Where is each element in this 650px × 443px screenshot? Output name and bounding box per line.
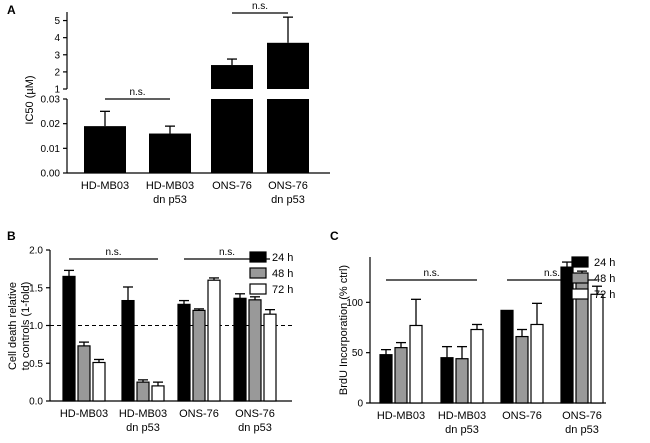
bar-48h-2 [455, 358, 469, 404]
category-label: HD-MB03 [81, 180, 129, 192]
y-tick-label: 0 [357, 399, 363, 410]
y-tick-label: 0.5 [29, 359, 43, 370]
category-label: ONS-76 dn p53 [562, 410, 602, 436]
bar-24h-4 [560, 266, 574, 404]
y-tick-label: 5 [54, 16, 60, 27]
legend-label: 72 h [594, 289, 615, 301]
category-label: HD-MB03 [60, 408, 108, 420]
y-axis-label: Cell death relativeto controls (1-fold) [7, 282, 32, 371]
legend-swatch-48h [249, 267, 267, 279]
y-tick-label: 1 [54, 85, 60, 96]
legend-label: 24 h [594, 257, 615, 269]
bar-4-upper [267, 42, 309, 89]
y-tick-label: 0.03 [41, 95, 61, 106]
bar-72h-4 [590, 293, 604, 404]
bar-72h-4 [263, 313, 277, 402]
bar-72h-3 [530, 323, 544, 404]
y-tick-label: 1.0 [29, 321, 43, 332]
sig-1-label: n.s. [219, 247, 235, 258]
category-label: HD-MB03 dn p53 [146, 180, 194, 206]
y-axis-label: IC50 (µM) [24, 75, 36, 124]
bar-48h-4 [248, 299, 262, 402]
panel-a-label: A [7, 3, 16, 17]
sig-hd-label: n.s. [129, 87, 145, 98]
category-label: ONS-76 [212, 180, 252, 192]
category-label: ONS-76 dn p53 [268, 180, 308, 206]
bar-4-lower [267, 99, 309, 173]
sig-0-label: n.s. [105, 247, 121, 258]
y-tick-label: 50 [352, 348, 364, 359]
bar-24h-2 [440, 357, 454, 404]
y-tick-label: 1.5 [29, 283, 43, 294]
legend-label: 72 h [272, 284, 293, 296]
y-tick-label: 0.00 [41, 169, 61, 180]
panel-b-label: B [7, 229, 16, 243]
legend-label: 24 h [272, 252, 293, 264]
bar-72h-1 [409, 324, 423, 404]
legend-swatch-48h [571, 272, 589, 284]
bar-3-upper [211, 65, 253, 89]
y-tick-label: 100 [346, 298, 363, 309]
panel-c-label: C [330, 229, 339, 243]
bar-48h-1 [394, 347, 408, 404]
bar-48h-3 [192, 309, 206, 402]
panel-a-chart: 0.00 0.01 0.02 0.031 2 3 4 5 IC50 (µM) HD-MB03 HD-… [24, 1, 330, 206]
category-label: ONS-76 [179, 408, 219, 420]
bar-24h-2 [121, 299, 135, 402]
bar-72h-2 [151, 385, 165, 402]
y-tick-label: 4 [54, 33, 60, 44]
bar-48h-1 [77, 345, 91, 402]
y-tick-label: 2 [54, 67, 60, 78]
bar-3-lower [211, 99, 253, 173]
sig-1-label: n.s. [544, 268, 560, 279]
legend-swatch-24h [249, 251, 267, 263]
bar-24h-3 [177, 303, 191, 402]
y-tick-label: 0.0 [29, 397, 43, 408]
category-label: ONS-76 [502, 410, 542, 422]
category-label: HD-MB03 dn p53 [119, 408, 167, 434]
bar-1 [84, 126, 126, 173]
bar-72h-3 [207, 279, 221, 402]
sig-ons-label: n.s. [252, 1, 268, 12]
y-tick-label: 3 [54, 50, 60, 61]
bar-24h-1 [379, 354, 393, 404]
legend-swatch-72h [249, 283, 267, 295]
bar-24h-4 [233, 297, 247, 402]
bar-72h-1 [92, 361, 106, 402]
category-label: HD-MB03 dn p53 [438, 410, 486, 436]
y-tick-label: 0.01 [41, 144, 61, 155]
y-tick-label: 0.02 [41, 119, 61, 130]
bar-24h-1 [62, 275, 76, 402]
sig-0-label: n.s. [423, 268, 439, 279]
category-label: HD-MB03 [377, 410, 425, 422]
bar-72h-2 [470, 328, 484, 404]
category-label: ONS-76 dn p53 [235, 408, 275, 434]
bar-24h-3 [500, 309, 514, 404]
y-tick-label: 2.0 [29, 246, 43, 257]
legend-swatch-72h [571, 288, 589, 300]
legend-swatch-24h [571, 256, 589, 268]
panel-b-chart: 0.0 0.5 1.0 1.5 2.0 Cell death relativeto con… [7, 246, 293, 435]
legend-label: 48 h [594, 273, 615, 285]
bar-48h-2 [136, 381, 150, 402]
legend-label: 48 h [272, 268, 293, 280]
bar-48h-3 [515, 335, 529, 404]
bar-2 [149, 133, 191, 173]
y-axis-label: BrdU Incorporation (% ctrl) [338, 265, 350, 395]
